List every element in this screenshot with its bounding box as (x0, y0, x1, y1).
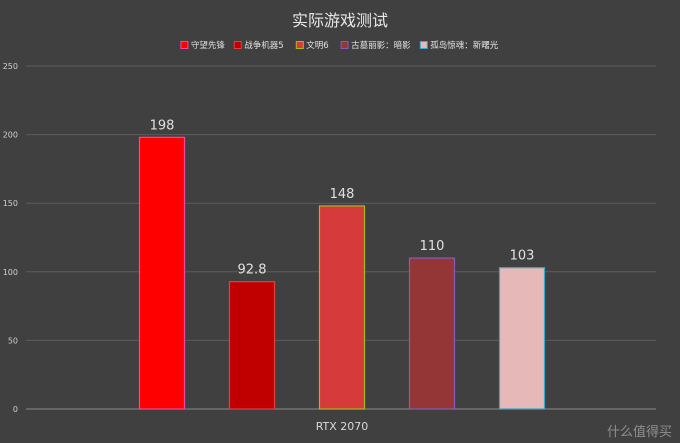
legend: 守望先锋 战争机器5 文明6 古墓丽影：暗影 孤岛惊魂：新曙光 (180, 40, 499, 51)
data-label: 198 (150, 118, 175, 133)
bar (318, 205, 366, 410)
data-label: 148 (330, 187, 355, 202)
y-axis-ticks: 0 50 100 150 200 250 (3, 62, 18, 414)
legend-label: 古墓丽影：暗影 (351, 40, 411, 51)
legend-item: 古墓丽影：暗影 (340, 40, 411, 51)
bar (498, 267, 546, 410)
bar (408, 257, 456, 410)
legend-item: 孤岛惊魂：新曙光 (419, 40, 499, 51)
legend-item: 文明6 (295, 40, 329, 51)
legend-label: 战争机器5 (244, 40, 283, 51)
legend-swatch (295, 41, 304, 49)
legend-swatch (180, 41, 189, 49)
bar (228, 281, 276, 410)
legend-item: 战争机器5 (233, 40, 284, 51)
legend-label: 守望先锋 (191, 40, 226, 51)
y-tick-label: 0 (13, 405, 18, 414)
data-label: 103 (510, 249, 535, 264)
x-tick-label: RTX 2070 (316, 420, 369, 433)
legend-swatch (419, 41, 428, 49)
chart-title: 实际游戏测试 (292, 11, 388, 30)
legend-label: 文明6 (306, 40, 328, 51)
legend-item: 守望先锋 (180, 40, 226, 51)
data-label: 110 (420, 239, 445, 254)
y-tick-label: 200 (3, 131, 18, 140)
y-tick-label: 50 (8, 336, 18, 345)
legend-swatch (340, 41, 349, 49)
legend-label: 孤岛惊魂：新曙光 (430, 40, 499, 51)
watermark: 什么值得买 (607, 424, 672, 440)
data-labels: 198 92.8 148 110 103 (150, 118, 535, 277)
legend-swatch (233, 41, 242, 49)
y-tick-label: 100 (3, 268, 18, 277)
data-label: 92.8 (238, 263, 267, 278)
x-axis-ticks: RTX 2070 (316, 420, 369, 433)
bars (138, 136, 546, 410)
bar (138, 136, 186, 410)
y-tick-label: 250 (3, 62, 18, 71)
y-tick-label: 150 (3, 199, 18, 208)
